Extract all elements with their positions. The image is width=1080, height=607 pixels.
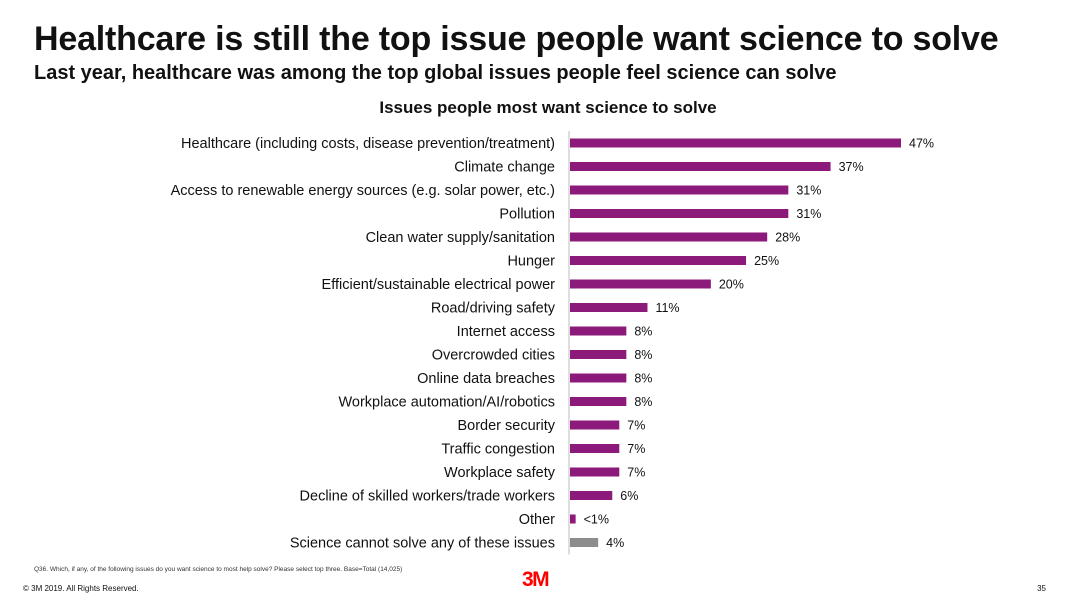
bar bbox=[570, 444, 620, 453]
value-label: 7% bbox=[627, 419, 645, 433]
category-label: Clean water supply/sanitation bbox=[366, 230, 555, 246]
category-label: Healthcare (including costs, disease pre… bbox=[181, 136, 555, 152]
value-label: 4% bbox=[606, 536, 624, 550]
value-label: 7% bbox=[627, 442, 645, 456]
bar bbox=[570, 138, 901, 148]
category-label: Workplace automation/AI/robotics bbox=[338, 395, 555, 411]
3m-logo: 3M bbox=[522, 568, 550, 591]
bar bbox=[570, 514, 576, 524]
bar bbox=[570, 256, 747, 265]
category-label: Border security bbox=[457, 418, 555, 434]
value-label: 31% bbox=[796, 207, 821, 221]
value-label: 7% bbox=[627, 466, 645, 480]
bar bbox=[570, 467, 620, 477]
category-label: Overcrowded cities bbox=[432, 348, 555, 364]
bar bbox=[570, 185, 789, 195]
bar bbox=[570, 538, 599, 547]
bar bbox=[570, 350, 627, 359]
bar bbox=[570, 397, 627, 406]
bar bbox=[570, 162, 831, 171]
bar bbox=[570, 232, 768, 242]
value-label: 31% bbox=[796, 184, 821, 198]
value-label: 8% bbox=[634, 325, 652, 339]
value-label: 25% bbox=[754, 254, 779, 268]
copyright: © 3M 2019. All Rights Reserved. bbox=[23, 584, 139, 593]
category-label: Workplace safety bbox=[444, 465, 556, 481]
footnote: Q36. Which, if any, of the following iss… bbox=[34, 566, 403, 573]
category-label: Internet access bbox=[457, 324, 555, 340]
bar bbox=[570, 209, 789, 218]
bar bbox=[570, 373, 627, 383]
bar bbox=[570, 303, 648, 312]
chart-title: Issues people most want science to solve bbox=[379, 98, 717, 117]
category-label: Online data breaches bbox=[417, 371, 555, 387]
bar bbox=[570, 420, 620, 430]
category-label: Hunger bbox=[507, 254, 555, 270]
category-label: Access to renewable energy sources (e.g.… bbox=[171, 183, 555, 199]
value-label: 20% bbox=[719, 278, 744, 292]
value-label: 6% bbox=[620, 489, 638, 503]
page-subtitle: Last year, healthcare was among the top … bbox=[34, 62, 837, 84]
category-label: Climate change bbox=[454, 160, 555, 176]
value-label: 8% bbox=[634, 348, 652, 362]
value-label: <1% bbox=[584, 513, 609, 527]
bar bbox=[570, 326, 627, 336]
category-label: Decline of skilled workers/trade workers bbox=[300, 489, 555, 505]
category-label: Traffic congestion bbox=[441, 442, 555, 458]
value-label: 8% bbox=[634, 372, 652, 386]
category-label: Road/driving safety bbox=[431, 301, 556, 317]
page-title: Healthcare is still the top issue people… bbox=[34, 20, 999, 58]
value-label: 11% bbox=[655, 301, 679, 315]
category-label: Efficient/sustainable electrical power bbox=[322, 277, 556, 293]
value-label: 47% bbox=[909, 137, 934, 151]
bar bbox=[570, 279, 711, 289]
value-label: 28% bbox=[775, 231, 800, 245]
category-label: Other bbox=[519, 512, 555, 528]
category-label: Science cannot solve any of these issues bbox=[290, 536, 555, 552]
page-number: 35 bbox=[1037, 584, 1046, 593]
value-label: 37% bbox=[839, 160, 864, 174]
value-label: 8% bbox=[634, 395, 652, 409]
bar bbox=[570, 491, 613, 500]
category-label: Pollution bbox=[499, 207, 555, 223]
